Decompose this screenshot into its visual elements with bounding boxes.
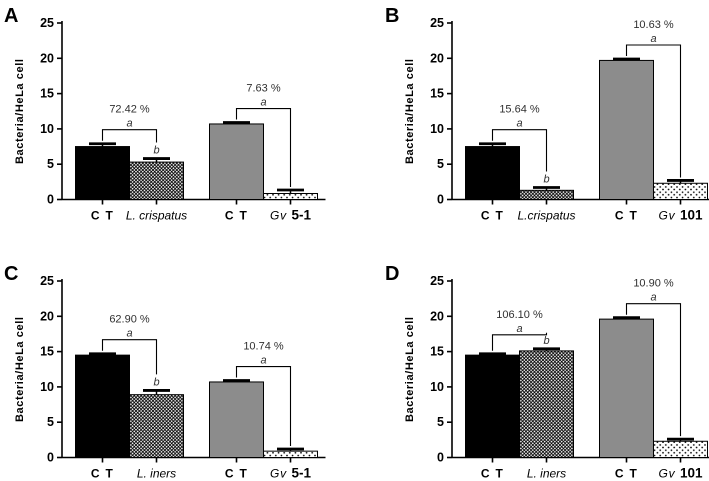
svg-text:10.63 %: 10.63 % — [633, 19, 674, 31]
svg-text:Gv5-1: Gv 5-1 — [270, 465, 311, 480]
svg-text:15.64 %: 15.64 % — [499, 104, 540, 116]
svg-text:10: 10 — [430, 379, 444, 393]
svg-text:15: 15 — [430, 87, 444, 101]
svg-text:a: a — [260, 354, 266, 366]
svg-text:20: 20 — [40, 309, 54, 323]
svg-text:b: b — [153, 145, 159, 157]
svg-text:L.crispatus: L.crispatus — [517, 209, 575, 223]
svg-text:72.42 %: 72.42 % — [109, 104, 150, 116]
svg-text:10.74 %: 10.74 % — [243, 340, 284, 352]
svg-text:Bacteria/HeLa cell: Bacteria/HeLa cell — [14, 316, 26, 422]
svg-text:D: D — [385, 263, 399, 285]
svg-text:Bacteria/HeLa cell: Bacteria/HeLa cell — [14, 58, 26, 164]
svg-text:25: 25 — [430, 16, 444, 30]
svg-text:C T: C T — [614, 209, 637, 223]
svg-text:Bacteria/HeLa cell: Bacteria/HeLa cell — [404, 316, 416, 422]
svg-text:62.90 %: 62.90 % — [109, 313, 150, 325]
svg-text:C T: C T — [91, 466, 114, 480]
svg-text:7.63 %: 7.63 % — [246, 83, 280, 95]
svg-text:L. iners: L. iners — [137, 466, 176, 480]
svg-text:0: 0 — [437, 193, 444, 207]
svg-text:b: b — [153, 376, 159, 388]
svg-text:C T: C T — [480, 466, 503, 480]
svg-text:a: a — [650, 291, 656, 303]
svg-text:10: 10 — [430, 122, 444, 136]
svg-text:a: a — [260, 97, 266, 109]
svg-text:0: 0 — [437, 450, 444, 464]
svg-text:b: b — [543, 334, 549, 346]
svg-text:C T: C T — [225, 209, 248, 223]
svg-text:25: 25 — [40, 274, 54, 288]
svg-text:0: 0 — [47, 193, 54, 207]
svg-text:15: 15 — [40, 87, 54, 101]
svg-text:5: 5 — [437, 157, 444, 171]
svg-text:0: 0 — [47, 450, 54, 464]
svg-text:25: 25 — [430, 274, 444, 288]
svg-text:106.10 %: 106.10 % — [496, 308, 543, 320]
svg-text:C T: C T — [480, 209, 503, 223]
svg-text:B: B — [385, 5, 399, 27]
svg-text:a: a — [516, 118, 522, 130]
svg-text:10: 10 — [40, 379, 54, 393]
svg-text:15: 15 — [40, 344, 54, 358]
svg-text:20: 20 — [40, 51, 54, 65]
svg-text:C T: C T — [91, 209, 114, 223]
svg-text:5: 5 — [437, 415, 444, 429]
svg-text:Gv5-1: Gv 5-1 — [270, 208, 311, 223]
svg-text:10: 10 — [40, 122, 54, 136]
svg-text:15: 15 — [430, 344, 444, 358]
svg-text:A: A — [4, 5, 18, 27]
svg-text:a: a — [126, 118, 132, 130]
svg-text:C T: C T — [614, 466, 637, 480]
svg-text:C: C — [4, 263, 18, 285]
svg-text:5: 5 — [47, 157, 54, 171]
svg-text:a: a — [516, 322, 522, 334]
svg-text:a: a — [650, 33, 656, 45]
svg-text:b: b — [543, 173, 549, 185]
svg-text:L. iners: L. iners — [526, 466, 565, 480]
svg-text:5: 5 — [47, 415, 54, 429]
svg-text:10.90 %: 10.90 % — [633, 277, 674, 289]
svg-text:25: 25 — [40, 16, 54, 30]
svg-text:Bacteria/HeLa cell: Bacteria/HeLa cell — [404, 58, 416, 164]
svg-text:C T: C T — [225, 466, 248, 480]
svg-text:L. crispatus: L. crispatus — [126, 209, 187, 223]
svg-text:20: 20 — [430, 51, 444, 65]
svg-text:a: a — [126, 327, 132, 339]
svg-text:20: 20 — [430, 309, 444, 323]
